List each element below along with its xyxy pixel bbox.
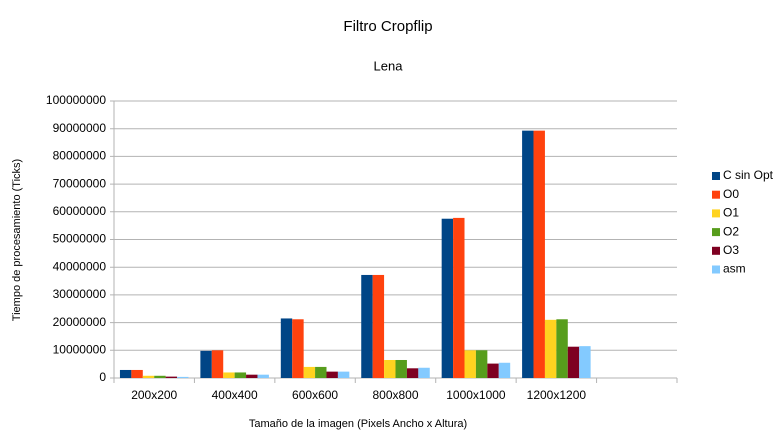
bar	[372, 274, 385, 378]
bar	[177, 376, 189, 378]
x-tick-label: 600x600	[292, 388, 338, 402]
y-tick-label: 0	[99, 370, 106, 384]
bar	[142, 375, 155, 378]
y-tick-label: 80000000	[53, 149, 107, 163]
bar	[200, 350, 212, 378]
bar	[211, 350, 224, 378]
legend-label: O2	[723, 224, 739, 238]
bar	[464, 350, 476, 378]
x-tick-label: 200x200	[131, 388, 177, 402]
bar	[395, 359, 407, 378]
bar	[165, 376, 178, 378]
legend-label: O0	[723, 187, 739, 201]
bar	[522, 130, 534, 378]
bar	[131, 369, 143, 378]
legend-swatch	[712, 228, 720, 237]
chart-title: Filtro Cropflip	[343, 18, 432, 35]
bar	[257, 374, 269, 378]
bar	[384, 359, 396, 378]
bar	[280, 318, 293, 378]
y-tick-label: 40000000	[53, 259, 107, 273]
bar	[567, 346, 580, 378]
bar	[544, 319, 557, 378]
legend-swatch	[712, 172, 720, 180]
y-tick-label: 70000000	[53, 176, 107, 190]
y-axis-title: Tiempo de procesamiento (Ticks)	[11, 159, 23, 321]
x-tick-label: 800x800	[372, 388, 418, 402]
bar	[487, 363, 499, 378]
legend-swatch	[712, 246, 720, 255]
bar	[119, 369, 132, 378]
bar	[418, 367, 430, 378]
x-tick-label: 1000x1000	[446, 388, 506, 402]
x-axis-title: Tamaño de la imagen (Pixels Ancho x Altu…	[249, 418, 467, 430]
legend-label: O3	[723, 243, 739, 257]
x-tick-label: 400x400	[212, 388, 258, 402]
y-tick-label: 90000000	[53, 121, 107, 135]
bar	[453, 217, 465, 378]
bar	[475, 350, 488, 378]
bar	[498, 362, 511, 378]
bar	[533, 130, 545, 378]
bar	[292, 319, 304, 378]
y-tick-label: 50000000	[53, 232, 107, 246]
bar	[441, 218, 454, 378]
chart-subtitle: Lena	[374, 58, 404, 73]
y-tick-label: 30000000	[53, 287, 107, 301]
bar	[315, 366, 327, 378]
bar	[361, 274, 373, 378]
legend-swatch	[712, 190, 720, 199]
legend-label: C sin Opt	[723, 168, 774, 182]
bar	[303, 366, 316, 378]
x-tick-label: 1200x1200	[527, 388, 587, 402]
bar	[234, 372, 247, 378]
y-tick-label: 10000000	[53, 342, 107, 356]
bar	[556, 319, 568, 378]
bar	[326, 371, 338, 378]
y-tick-label: 20000000	[53, 315, 107, 329]
bar	[337, 371, 350, 378]
bar	[406, 368, 419, 378]
legend-swatch	[712, 265, 720, 274]
y-tick-label: 60000000	[53, 204, 107, 218]
legend-label: O1	[723, 206, 739, 220]
bar	[154, 375, 166, 378]
bar	[223, 372, 235, 378]
bar	[246, 374, 258, 378]
y-tick-label: 100000000	[46, 93, 106, 107]
legend-label: asm	[723, 262, 746, 276]
legend-swatch	[712, 209, 720, 218]
bar	[579, 346, 591, 378]
